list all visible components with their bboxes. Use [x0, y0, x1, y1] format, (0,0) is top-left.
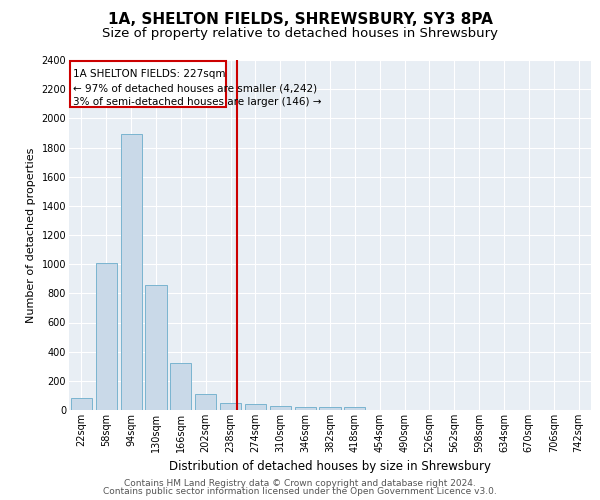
- Text: ← 97% of detached houses are smaller (4,242): ← 97% of detached houses are smaller (4,…: [73, 84, 317, 94]
- Bar: [170, 364, 191, 410]
- Y-axis label: Number of detached properties: Number of detached properties: [26, 148, 36, 322]
- Bar: [245, 404, 266, 410]
- Bar: [295, 407, 316, 410]
- Bar: [121, 134, 142, 410]
- Bar: [344, 407, 365, 410]
- X-axis label: Distribution of detached houses by size in Shrewsbury: Distribution of detached houses by size …: [169, 460, 491, 473]
- Text: 3% of semi-detached houses are larger (146) →: 3% of semi-detached houses are larger (1…: [73, 97, 321, 107]
- Bar: [195, 394, 216, 410]
- Text: 1A, SHELTON FIELDS, SHREWSBURY, SY3 8PA: 1A, SHELTON FIELDS, SHREWSBURY, SY3 8PA: [107, 12, 493, 28]
- Text: 1A SHELTON FIELDS: 227sqm: 1A SHELTON FIELDS: 227sqm: [73, 70, 225, 80]
- Text: Size of property relative to detached houses in Shrewsbury: Size of property relative to detached ho…: [102, 28, 498, 40]
- Text: Contains HM Land Registry data © Crown copyright and database right 2024.: Contains HM Land Registry data © Crown c…: [124, 478, 476, 488]
- Bar: [319, 407, 341, 410]
- Bar: [96, 262, 117, 410]
- Bar: [71, 398, 92, 410]
- Bar: [220, 402, 241, 410]
- Bar: [270, 406, 291, 410]
- Text: Contains public sector information licensed under the Open Government Licence v3: Contains public sector information licen…: [103, 487, 497, 496]
- Bar: [70, 62, 226, 108]
- Bar: [145, 284, 167, 410]
